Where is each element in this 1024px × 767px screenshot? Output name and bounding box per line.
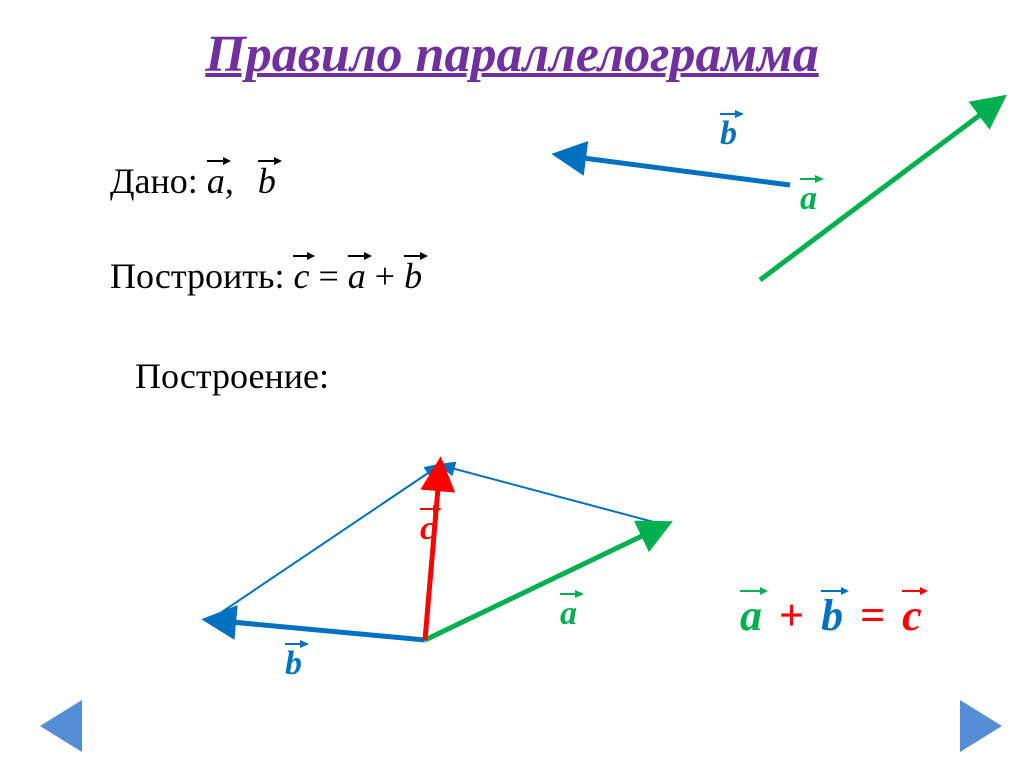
given-prefix: Дано: [110, 161, 207, 201]
given-label-b: b [720, 115, 737, 153]
given-line: Дано: a, b [110, 160, 276, 202]
formula-eq: = [860, 591, 885, 640]
given-vector-a [760, 100, 1000, 280]
para-vector-b [210, 620, 425, 640]
page-title: Правило параллелограмма [0, 25, 1024, 84]
para-thin-2 [440, 465, 665, 525]
para-label-a: a [560, 595, 577, 633]
construction-text: Построение: [135, 356, 329, 396]
vec-b-text: b [258, 160, 276, 202]
vec-c-text: c [293, 255, 309, 297]
para-label-b: b [285, 645, 302, 683]
comma: , [225, 161, 243, 201]
formula-a: a [740, 590, 762, 641]
construct-prefix: Построить: [110, 256, 293, 296]
vec-b-text-2: b [404, 255, 422, 297]
para-label-c: c [420, 510, 435, 548]
para-thin-1 [210, 465, 440, 620]
construction-label: Построение: [135, 355, 329, 397]
result-formula: a + b = c [740, 590, 922, 641]
prev-button[interactable] [40, 700, 82, 752]
formula-b: b [821, 590, 843, 641]
eq-sign: = [318, 256, 347, 296]
next-button[interactable] [960, 700, 1002, 752]
plus-sign: + [375, 256, 404, 296]
given-vector-b [560, 155, 790, 185]
construct-line: Построить: c = a + b [110, 255, 422, 297]
para-vector-c [425, 465, 440, 640]
vec-a-text-2: a [348, 255, 366, 297]
vec-a-text: a [207, 160, 225, 202]
given-label-a: a [800, 180, 817, 218]
formula-c: c [902, 590, 922, 641]
para-vector-a [425, 525, 665, 640]
formula-plus: + [779, 591, 804, 640]
